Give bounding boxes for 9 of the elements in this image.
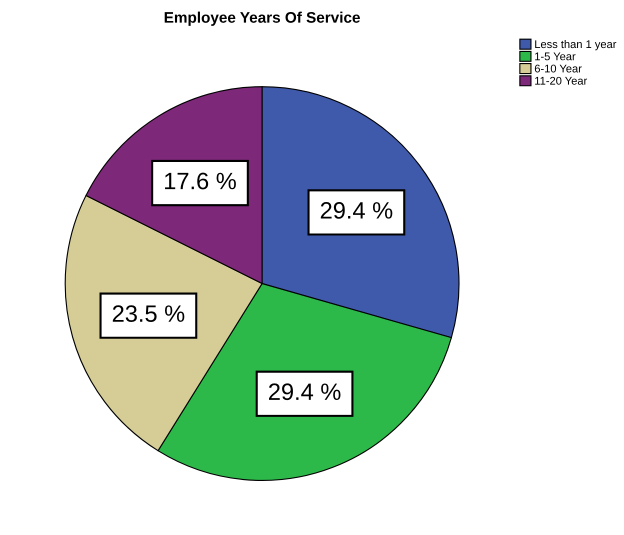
data-label: 29.4 % <box>269 383 340 400</box>
legend-label: 11-20 Year <box>535 76 588 85</box>
legend-label: Less than 1 year <box>535 40 616 50</box>
legend-label: 1-5 Year <box>535 52 576 60</box>
chart-title: Employee Years Of Service <box>164 12 360 26</box>
data-label: 29.4 % <box>320 202 392 219</box>
data-label: 23.5 % <box>112 305 184 322</box>
data-label: 17.6 % <box>165 172 236 190</box>
legend-label: 6-10 Year <box>534 64 582 72</box>
